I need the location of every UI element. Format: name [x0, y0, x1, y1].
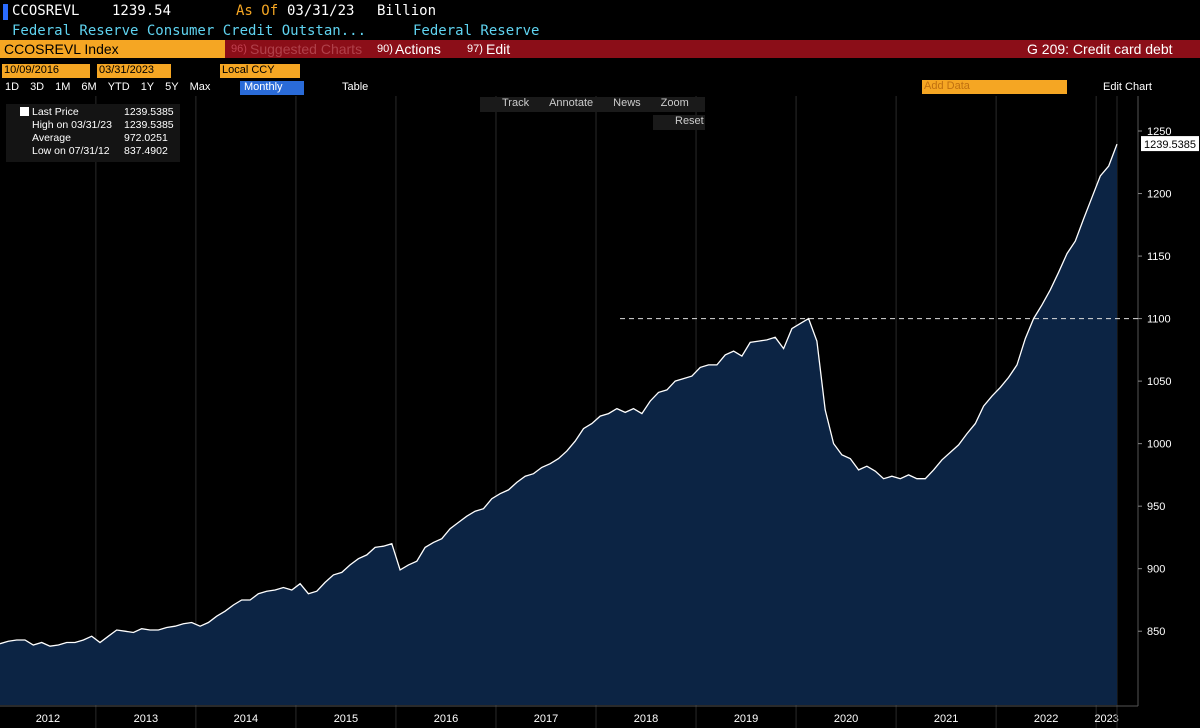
security[interactable]: CCOSREVL Index — [0, 40, 225, 58]
period-button[interactable]: 5Y — [165, 81, 179, 93]
period-button[interactable]: 1M — [55, 81, 71, 93]
period-button[interactable]: 1Y — [140, 81, 155, 93]
chart-tools: Track Annotate News Zoom — [480, 97, 705, 112]
x-tick-label: 2023 — [1094, 713, 1118, 725]
legend-label: Last Price — [32, 106, 79, 118]
period-button[interactable]: 3D — [30, 81, 45, 93]
x-tick-label: 2019 — [734, 713, 758, 725]
indicator — [3, 4, 8, 20]
x-tick-label: 2018 — [634, 713, 658, 725]
y-tick-label: 1250 — [1147, 126, 1171, 138]
price-line — [0, 143, 1118, 647]
y-tick-label: 1050 — [1147, 376, 1171, 388]
legend-swatch — [20, 107, 29, 116]
y-tick-label: 850 — [1147, 626, 1165, 638]
legend-value: 1239.5385 — [124, 106, 174, 118]
currency[interactable]: Local CCY — [220, 64, 300, 78]
actions-num: 90) — [377, 43, 393, 55]
add-data[interactable]: Add Data — [922, 80, 1067, 94]
y-tick-label: 1150 — [1147, 251, 1171, 263]
x-tick-label: 2020 — [834, 713, 858, 725]
ticker: CCOSREVL — [12, 3, 80, 19]
legend-value: 837.4902 — [124, 145, 168, 157]
toolbar: CCOSREVL Index 96) Suggested Charts 90) … — [0, 40, 1200, 58]
chart: 2012 2013 2014 2015 2016 2017 2018 2019 2020 2021… — [0, 96, 1199, 728]
legend-value: 972.0251 — [124, 132, 168, 144]
suggested-charts[interactable]: Suggested Charts — [250, 41, 363, 57]
price: 1239.54 — [112, 3, 172, 19]
news[interactable]: News — [613, 97, 641, 109]
legend-label: High on 03/31/23 — [32, 119, 112, 131]
zoom[interactable]: Zoom — [660, 97, 689, 109]
y-tick-label: 1200 — [1147, 189, 1171, 201]
description: Federal Reserve Consumer Credit Outstan.… — [12, 23, 367, 39]
last-value-label: 1239.5385 — [1144, 139, 1196, 151]
table-button[interactable]: Table — [342, 81, 369, 93]
suggested-num: 96) — [231, 43, 247, 55]
edit[interactable]: Edit — [486, 41, 511, 57]
start-date[interactable]: 10/09/2016 — [2, 64, 90, 78]
x-tick-label: 2016 — [434, 713, 458, 725]
frequency[interactable]: Monthly — [240, 81, 304, 95]
annotate[interactable]: Annotate — [549, 97, 594, 109]
x-tick-label: 2021 — [934, 713, 958, 725]
y-tick-label: 950 — [1147, 501, 1165, 513]
x-tick-label: 2014 — [234, 713, 258, 725]
period-buttons: 1D 3D 1M 6M YTD 1Y 5Y Max — [0, 81, 216, 95]
y-tick-label: 900 — [1147, 564, 1165, 576]
period-button[interactable]: Max — [189, 81, 211, 93]
x-tick-label: 2022 — [1034, 713, 1058, 725]
area-fill — [0, 144, 1117, 706]
x-tick-label: 2017 — [534, 713, 558, 725]
period-button[interactable]: 1D — [5, 81, 20, 93]
legend-label: Average — [32, 132, 71, 144]
track[interactable]: Track — [502, 97, 530, 109]
x-tick-label: 2013 — [134, 713, 158, 725]
period-button[interactable]: 6M — [81, 81, 97, 93]
as-of-date: 03/31/23 — [287, 3, 355, 19]
y-tick-label: 1000 — [1147, 439, 1171, 451]
edit-num: 97) — [467, 43, 483, 55]
source: Federal Reserve — [413, 23, 540, 39]
edit-chart[interactable]: Edit Chart — [1103, 81, 1152, 93]
page-title: G 209: Credit card debt — [1027, 41, 1173, 57]
actions[interactable]: Actions — [395, 41, 441, 57]
unit: Billion — [377, 3, 437, 19]
x-tick-label: 2012 — [36, 713, 60, 725]
y-tick-label: 1100 — [1147, 314, 1171, 326]
legend-value: 1239.5385 — [124, 119, 174, 131]
legend: Last Price 1239.5385 High on 03/31/23 1239.… — [6, 104, 180, 162]
end-date[interactable]: 03/31/2023 — [97, 64, 171, 78]
x-tick-label: 2015 — [334, 713, 358, 725]
legend-label: Low on 07/31/12 — [32, 145, 110, 157]
reset[interactable]: Reset — [653, 115, 705, 130]
period-button[interactable]: YTD — [107, 81, 130, 93]
last-value-box — [1141, 136, 1199, 152]
as-of-label: As Of — [236, 3, 279, 19]
